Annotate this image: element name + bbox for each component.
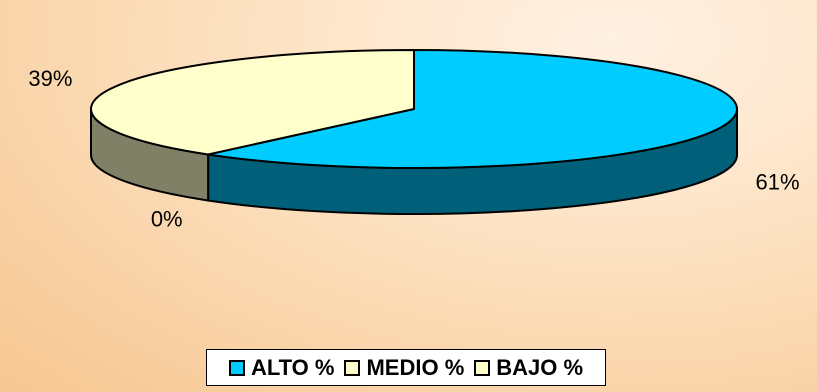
legend-swatch-alto [228, 359, 245, 376]
slice-label-bajo: 39% [28, 66, 72, 91]
legend-item-medio: MEDIO % [344, 355, 464, 381]
legend: ALTO % MEDIO % BAJO % [206, 349, 606, 386]
slice-label-medio: 0% [151, 206, 183, 231]
pie-slice-alto [207, 49, 738, 169]
legend-label-alto: ALTO % [250, 354, 335, 380]
legend-label-bajo: BAJO % [496, 354, 584, 380]
legend-label-medio: MEDIO % [366, 354, 465, 380]
legend-item-alto: ALTO % [228, 354, 335, 381]
legend-item-bajo: BAJO % [474, 355, 583, 381]
slice-label-alto: 61% [756, 170, 800, 195]
legend-swatch-medio [344, 359, 361, 376]
pie-slice-bajo [90, 49, 415, 156]
legend-swatch-bajo [474, 359, 491, 376]
